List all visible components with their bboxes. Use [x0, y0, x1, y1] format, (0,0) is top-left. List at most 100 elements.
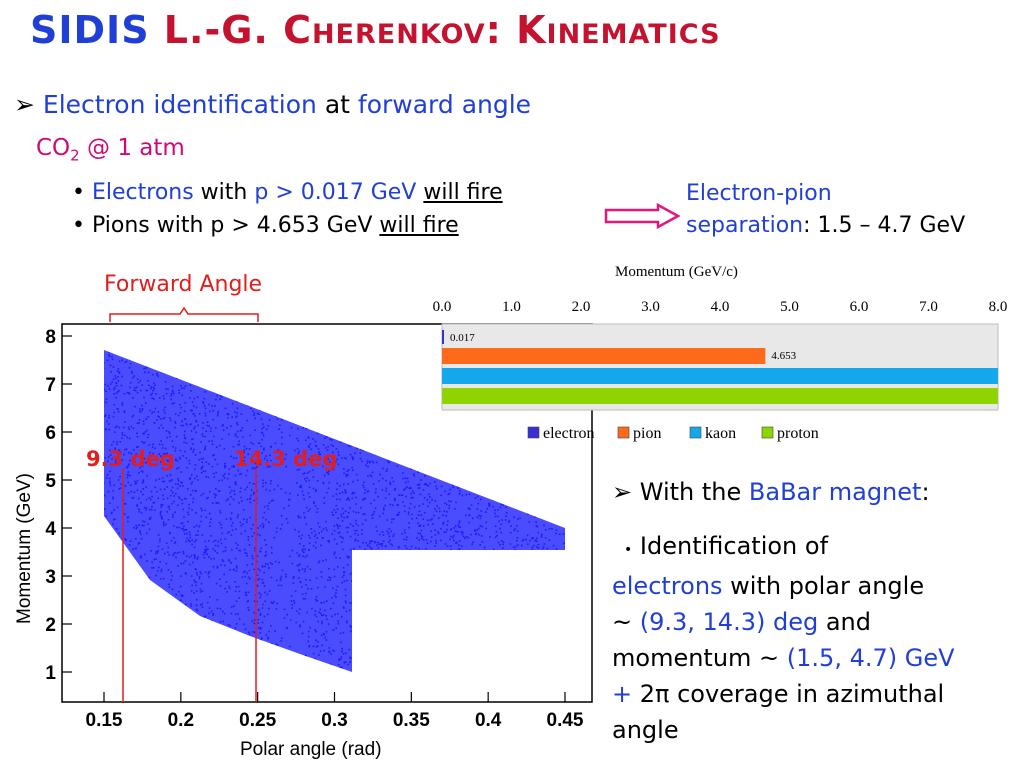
- scatter-point: [348, 499, 351, 502]
- scatter-point: [309, 568, 312, 570]
- scatter-point: [248, 447, 251, 450]
- scatter-point: [535, 525, 538, 527]
- scatter-point: [119, 487, 122, 489]
- scatter-point: [262, 603, 264, 606]
- scatter-point: [338, 658, 340, 661]
- scatter-point: [139, 530, 141, 532]
- scatter-point: [327, 458, 330, 460]
- scatter-point: [296, 437, 298, 440]
- scatter-point: [535, 521, 537, 523]
- scatter-point: [173, 542, 176, 544]
- scatter-point: [135, 527, 137, 530]
- scatter-point: [305, 584, 308, 586]
- scatter-point: [123, 426, 125, 429]
- scatter-point: [206, 497, 208, 500]
- scatter-point: [317, 586, 319, 589]
- scatter-point: [174, 449, 177, 452]
- scatter-point: [171, 491, 174, 494]
- scatter-point: [134, 389, 137, 392]
- scatter-point: [467, 507, 470, 509]
- scatter-point: [516, 544, 519, 546]
- scatter-point: [121, 359, 123, 362]
- scatter-point: [149, 454, 151, 456]
- scatter-point: [134, 460, 136, 463]
- scatter-point: [502, 504, 505, 506]
- scatter-point: [224, 538, 227, 540]
- scatter-point: [230, 606, 233, 608]
- scatter-point: [422, 539, 425, 541]
- scatter-point: [116, 370, 119, 373]
- scatter-point: [295, 621, 297, 624]
- scatter-point: [336, 525, 339, 527]
- scatter-point: [104, 482, 105, 485]
- scatter-point: [430, 530, 432, 532]
- scatter-point: [346, 563, 349, 566]
- scatter-point: [425, 482, 427, 485]
- scatter-point: [344, 588, 347, 591]
- scatter-point: [280, 584, 283, 587]
- scatter-point: [237, 514, 240, 516]
- scatter-point: [264, 457, 266, 460]
- scatter-point: [108, 423, 110, 425]
- scatter-point: [540, 533, 543, 536]
- scatter-point: [416, 537, 418, 539]
- scatter-point: [228, 433, 230, 436]
- scatter-point: [163, 409, 165, 412]
- scatter-point: [344, 490, 347, 492]
- scatter-point: [201, 466, 204, 469]
- scatter-point: [303, 512, 305, 514]
- scatter-point: [478, 533, 480, 536]
- scatter-point: [157, 566, 160, 569]
- scatter-point: [124, 485, 127, 487]
- scatter-point: [111, 358, 114, 361]
- scatter-point: [112, 441, 115, 443]
- scatter-point: [369, 461, 371, 464]
- scatter-point: [142, 462, 145, 465]
- scatter-point: [398, 494, 401, 496]
- scatter-point: [151, 373, 154, 376]
- scatter-point: [434, 508, 436, 510]
- scatter-point: [251, 563, 254, 565]
- scatter-point: [513, 529, 515, 532]
- scatter-point: [152, 567, 155, 569]
- scatter-point: [240, 473, 243, 475]
- scatter-point: [141, 465, 144, 468]
- scatter-point: [217, 412, 219, 415]
- scatter-point: [219, 509, 221, 512]
- scatter-point: [298, 450, 301, 453]
- scatter-point: [186, 466, 188, 469]
- scatter-point: [142, 423, 145, 425]
- scatter-point: [113, 431, 116, 434]
- scatter-point: [227, 413, 230, 415]
- scatter-point: [318, 451, 320, 454]
- scatter-point: [213, 476, 216, 478]
- scatter-point: [170, 392, 173, 395]
- scatter-point: [119, 451, 122, 454]
- scatter-point: [332, 451, 334, 454]
- scatter-point: [367, 475, 369, 477]
- scatter-point: [440, 494, 442, 497]
- scatter-point: [327, 487, 330, 490]
- scatter-point: [334, 613, 336, 616]
- scatter-point: [464, 537, 466, 539]
- scatter-point: [319, 458, 322, 460]
- scatter-point: [261, 637, 263, 639]
- scatter-point: [108, 353, 110, 356]
- scatter-point: [257, 618, 260, 621]
- scatter-point: [440, 539, 442, 542]
- scatter-point: [548, 528, 551, 530]
- scatter-point: [239, 473, 241, 476]
- scatter-point: [171, 385, 174, 388]
- scatter-point: [341, 650, 343, 653]
- scatter-point: [246, 518, 248, 521]
- scatter-point: [146, 429, 148, 432]
- scatter-point: [309, 537, 311, 539]
- scatter-point: [455, 501, 457, 504]
- scatter-point: [468, 514, 471, 516]
- scatter-point: [331, 511, 333, 514]
- scatter-point: [190, 438, 193, 441]
- scatter-point: [385, 479, 387, 482]
- scatter-point: [325, 615, 327, 617]
- scatter-point: [396, 504, 399, 507]
- scatter-point: [450, 548, 452, 551]
